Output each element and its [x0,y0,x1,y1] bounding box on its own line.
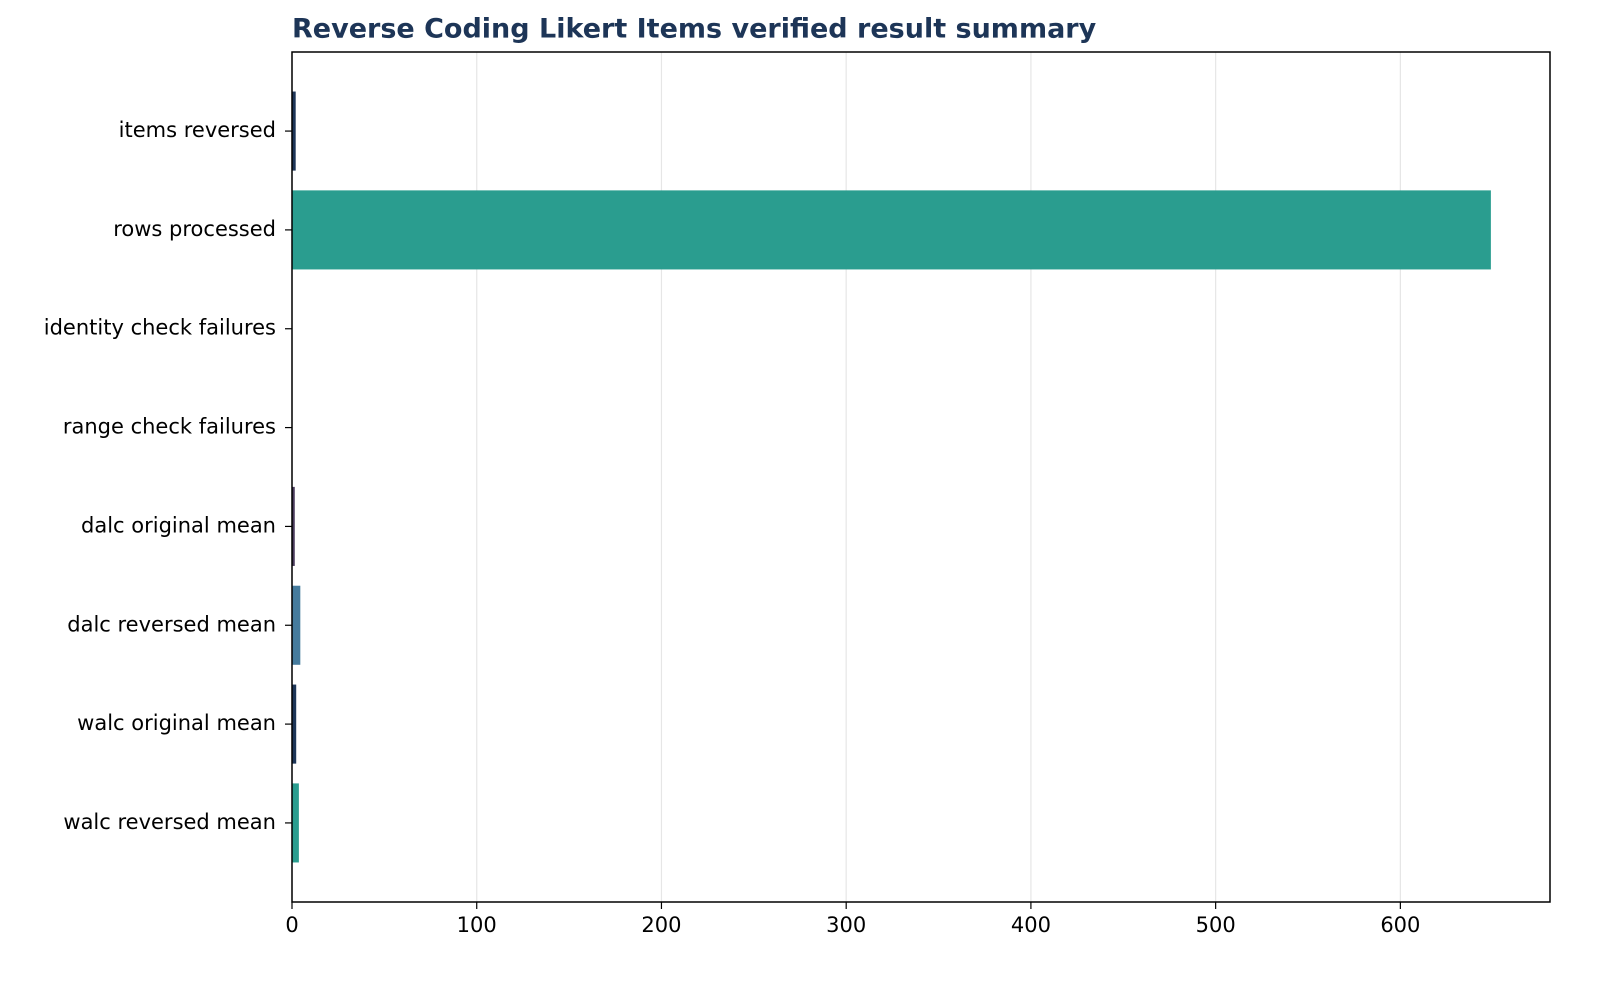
y-tick-label: identity check failures [44,316,276,340]
x-tick-label: 600 [1380,913,1420,937]
y-tick-label: rows processed [113,217,276,241]
bar [292,486,295,566]
x-tick-label: 200 [641,913,681,937]
plot-frame [291,51,1551,903]
plot-area: 0 100 200 300 400 500 600 items reversed rows pr… [44,52,1491,937]
x-tick-label: 0 [285,913,298,937]
x-tick-label: 400 [1011,913,1051,937]
x-tick-label: 500 [1196,913,1236,937]
y-tick-label: walc reversed mean [63,810,276,834]
chart-title: Reverse Coding Likert Items verified res… [292,14,1097,45]
y-tick-label: dalc reversed mean [67,612,276,636]
y-tick-label: items reversed [119,118,276,142]
x-tick-label: 300 [826,913,866,937]
y-tick-label: walc original mean [77,711,276,735]
bar [292,783,299,863]
bar [292,190,1491,270]
y-tick-label: range check failures [63,415,276,439]
x-tick-label: 100 [457,913,497,937]
bar [292,684,297,764]
bar [292,91,296,171]
y-tick-label: dalc original mean [81,513,276,537]
bar [292,585,301,665]
